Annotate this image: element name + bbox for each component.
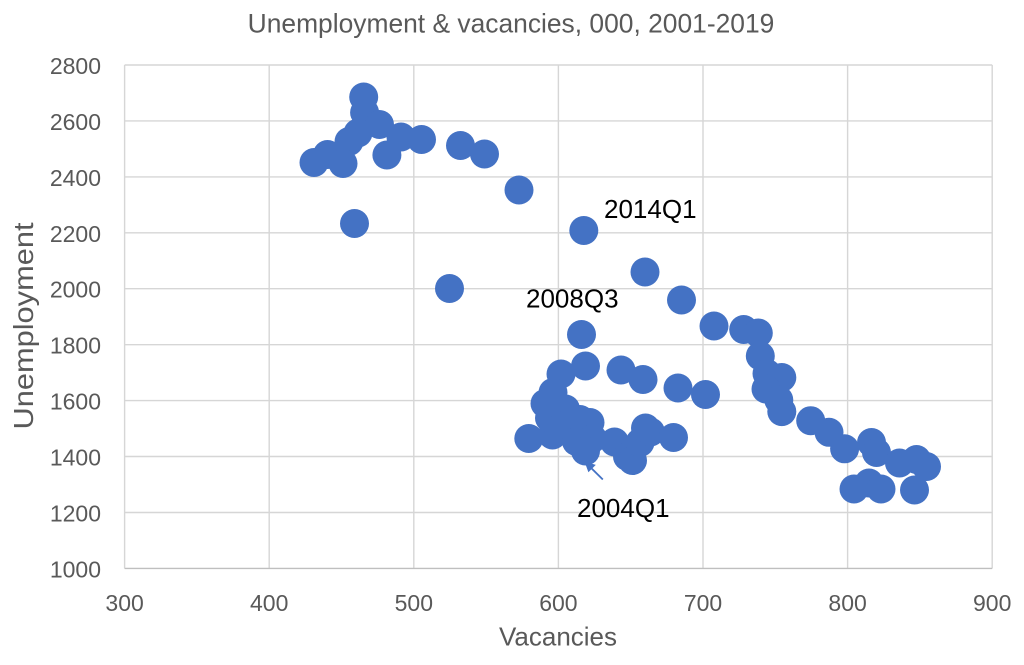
svg-text:500: 500 [395,590,433,616]
svg-text:300: 300 [105,590,143,616]
svg-text:400: 400 [250,590,288,616]
svg-text:2600: 2600 [50,109,101,135]
svg-text:1400: 1400 [50,445,101,471]
svg-text:2200: 2200 [50,221,101,247]
svg-text:2000: 2000 [50,277,101,303]
svg-text:1000: 1000 [50,556,101,582]
svg-text:1600: 1600 [50,389,101,415]
svg-text:1800: 1800 [50,333,101,359]
svg-text:2014Q1: 2014Q1 [604,194,697,224]
svg-text:600: 600 [539,590,577,616]
svg-text:900: 900 [973,590,1011,616]
svg-text:Unemployment: Unemployment [8,222,39,429]
svg-text:700: 700 [684,590,722,616]
svg-text:2008Q3: 2008Q3 [526,284,619,314]
svg-text:2800: 2800 [50,53,101,79]
svg-text:Vacancies: Vacancies [499,622,617,652]
svg-text:800: 800 [828,590,866,616]
svg-text:2400: 2400 [50,165,101,191]
svg-text:2004Q1: 2004Q1 [577,493,670,523]
svg-text:1200: 1200 [50,501,101,527]
svg-text:Unemployment & vacancies, 000,: Unemployment & vacancies, 000, 2001-2019 [248,9,775,39]
